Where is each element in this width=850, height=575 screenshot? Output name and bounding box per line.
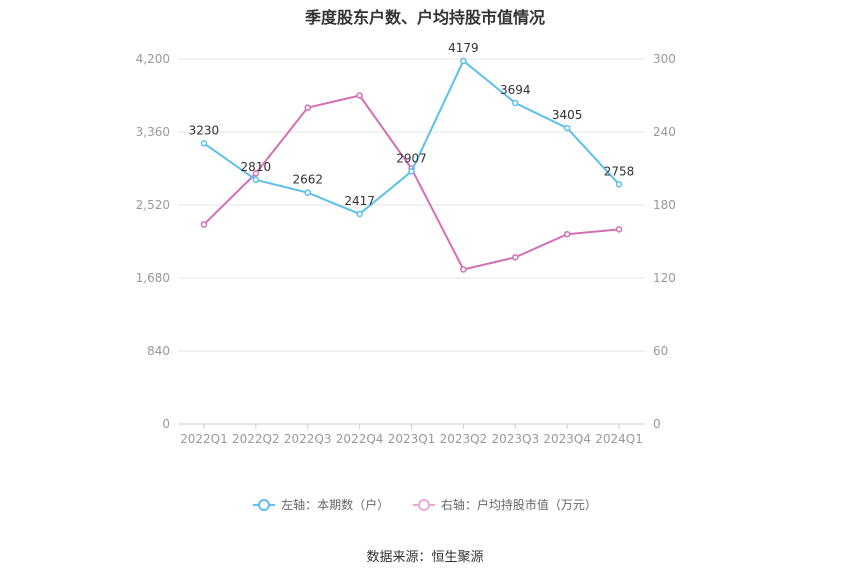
data-label-households: 3405 [552,108,583,122]
data-point-households [304,189,311,196]
data-label-households: 2810 [241,160,272,174]
data-point-market-value [512,254,519,261]
right-axis-tick-label: 60 [653,344,668,358]
data-point-market-value [615,226,623,233]
data-point-households [356,210,363,218]
data-label-households: 2417 [344,194,375,208]
data-label-households: 4179 [448,41,479,55]
series-layer [200,57,623,273]
right-axis-ticks: 0 60 120 180 240 300 [653,52,676,431]
data-labels: 3230 2810 2662 2417 2907 4179 3694 3405 2758 [189,41,635,208]
x-axis-tick-label: 2022Q3 [284,432,332,446]
x-axis-tick-label: 2023Q4 [543,432,591,446]
left-axis-tick-label: 1,680 [136,271,170,285]
data-point-market-value [460,266,467,273]
legend-label-market-value: 右轴：户均持股市值（万元） [440,498,597,512]
right-axis-tick-label: 300 [653,52,676,66]
legend-swatch-market-value [412,498,435,511]
x-axis-tick-label: 2024Q1 [595,432,643,446]
left-axis-tick-label: 4,200 [136,52,170,66]
data-point-households [512,99,519,107]
left-axis-tick-label: 2,520 [136,198,170,212]
data-point-households [408,168,415,175]
data-point-market-value [563,230,571,238]
data-point-households [615,181,623,188]
data-point-households [200,140,208,147]
data-point-market-value [304,104,311,111]
chart-title: 季度股东户数、户均持股市值情况 [304,8,545,27]
x-axis-tick-label: 2023Q1 [388,432,436,446]
right-axis-tick-label: 0 [653,417,661,431]
data-label-households: 2662 [292,173,323,187]
x-axis-tick-label: 2022Q1 [180,432,228,446]
data-label-households: 3694 [500,83,531,97]
legend: 左轴：本期数（户） 右轴：户均持股市值（万元） [0,496,850,514]
data-point-households [460,57,467,65]
legend-swatch-households [253,498,276,511]
legend-item-market-value[interactable]: 右轴：户均持股市值（万元） [412,496,597,513]
data-point-households [252,176,260,184]
data-label-households: 2907 [396,151,427,165]
legend-label-households: 左轴：本期数（户） [281,498,390,512]
left-axis-tick-label: 840 [147,344,170,358]
x-axis-ticks: 2022Q1 2022Q2 2022Q3 2022Q4 2023Q1 2023Q2 2023… [180,424,643,446]
x-axis-tick-label: 2023Q3 [491,432,539,446]
x-axis-tick-label: 2023Q2 [440,432,488,446]
left-axis-tick-label: 0 [162,417,170,431]
data-label-households: 3230 [189,123,220,137]
data-point-market-value [200,221,208,228]
right-axis-tick-label: 180 [653,198,676,212]
data-point-market-value [252,170,260,177]
data-point-households [563,124,571,132]
left-axis-ticks: 0 840 1,680 2,520 3,360 4,200 [136,52,170,431]
data-label-households: 2758 [604,164,635,178]
source-note: 数据来源：恒生聚源 [366,550,484,565]
data-point-market-value [356,92,363,99]
right-axis-tick-label: 240 [653,125,676,139]
x-axis-tick-label: 2022Q4 [336,432,384,446]
legend-item-households[interactable]: 左轴：本期数（户） [253,496,389,513]
x-axis-tick-label: 2022Q2 [232,432,280,446]
right-axis-tick-label: 120 [653,271,676,285]
series-line-households [203,59,620,216]
left-axis-tick-label: 3,360 [136,125,170,139]
